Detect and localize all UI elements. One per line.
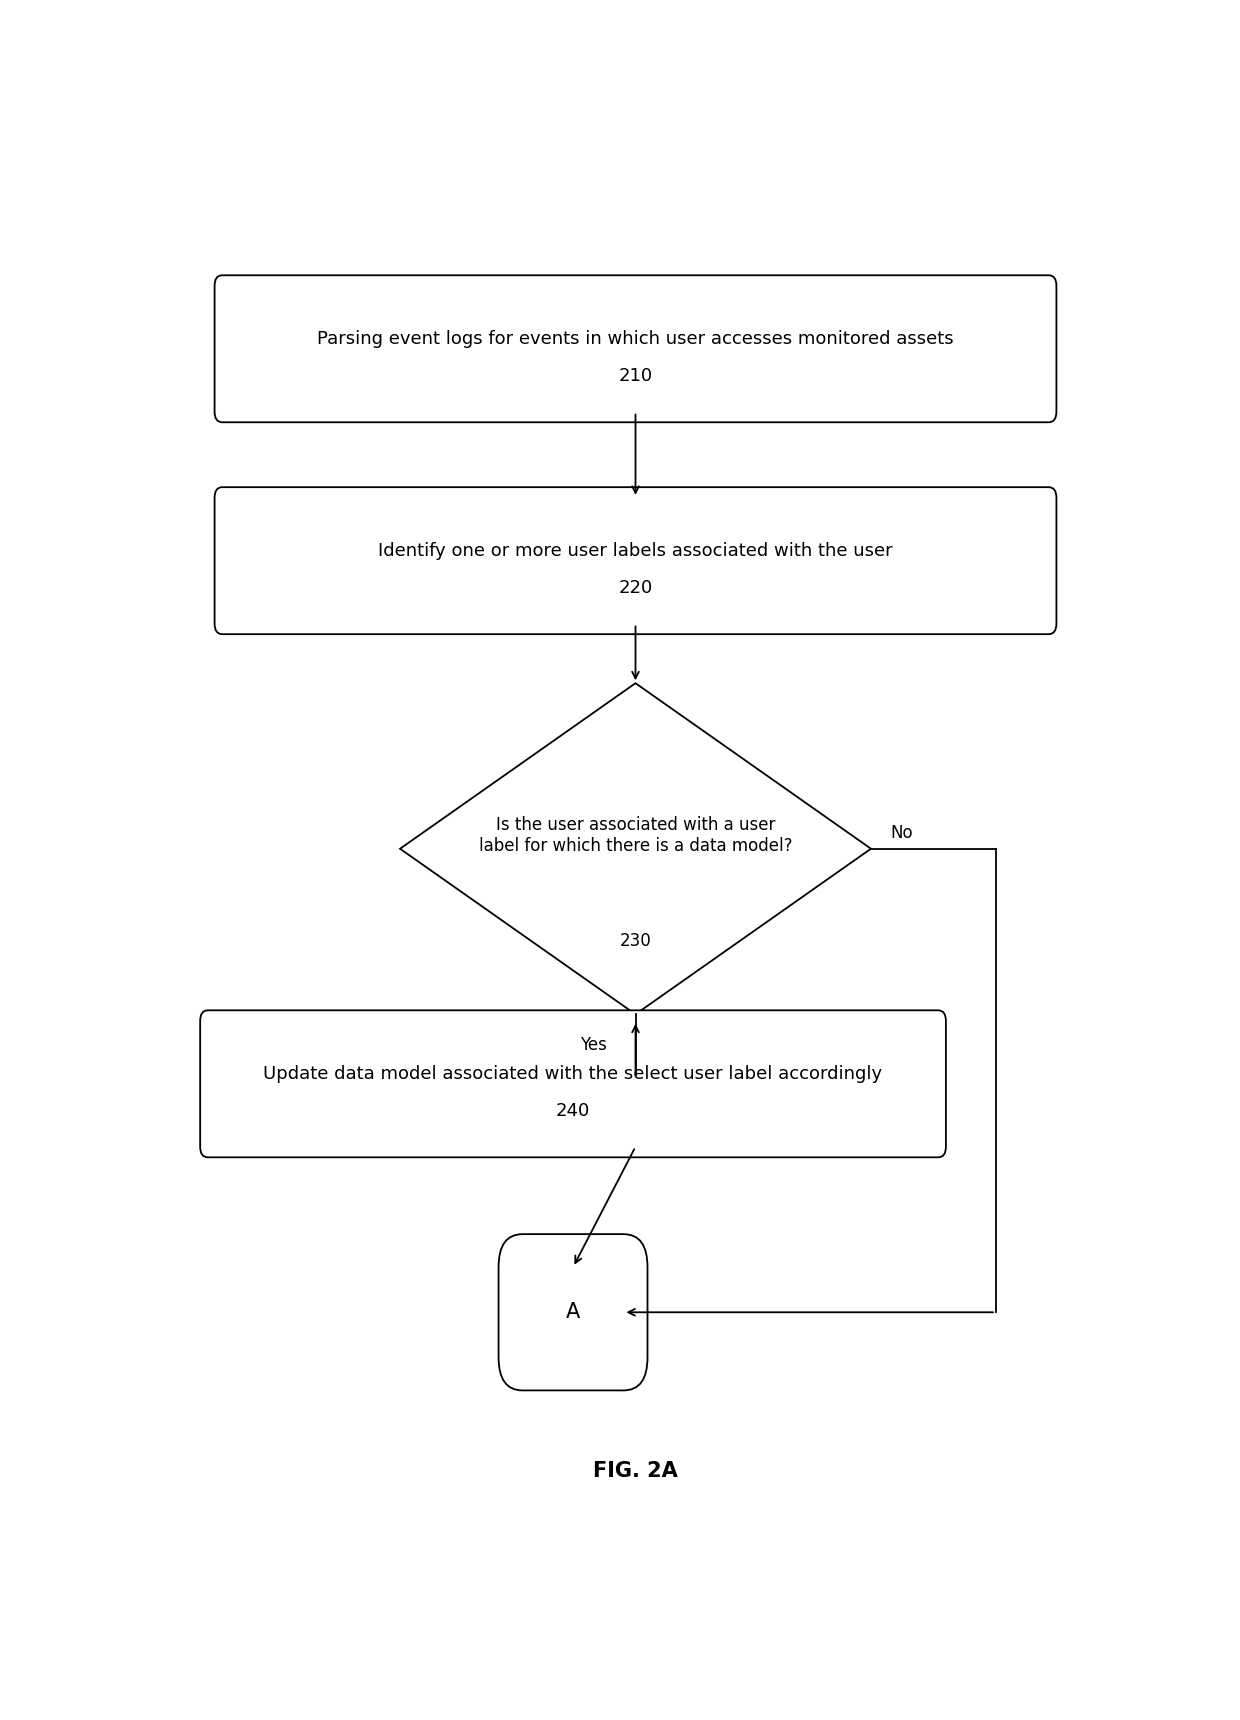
Text: 210: 210 [619, 368, 652, 385]
Text: FIG. 2A: FIG. 2A [593, 1462, 678, 1481]
Text: Is the user associated with a user
label for which there is a data model?: Is the user associated with a user label… [479, 815, 792, 855]
FancyBboxPatch shape [215, 487, 1056, 635]
Text: Parsing event logs for events in which user accesses monitored assets: Parsing event logs for events in which u… [317, 330, 954, 347]
Text: A: A [565, 1302, 580, 1323]
Polygon shape [401, 683, 870, 1015]
FancyBboxPatch shape [215, 275, 1056, 423]
Text: 220: 220 [619, 580, 652, 597]
FancyBboxPatch shape [200, 1010, 946, 1158]
Text: 240: 240 [556, 1103, 590, 1120]
Text: 230: 230 [620, 932, 651, 951]
FancyBboxPatch shape [498, 1235, 647, 1390]
Text: Yes: Yes [580, 1035, 606, 1054]
Text: Identify one or more user labels associated with the user: Identify one or more user labels associa… [378, 542, 893, 559]
Text: No: No [890, 824, 913, 841]
Text: Update data model associated with the select user label accordingly: Update data model associated with the se… [263, 1065, 883, 1084]
